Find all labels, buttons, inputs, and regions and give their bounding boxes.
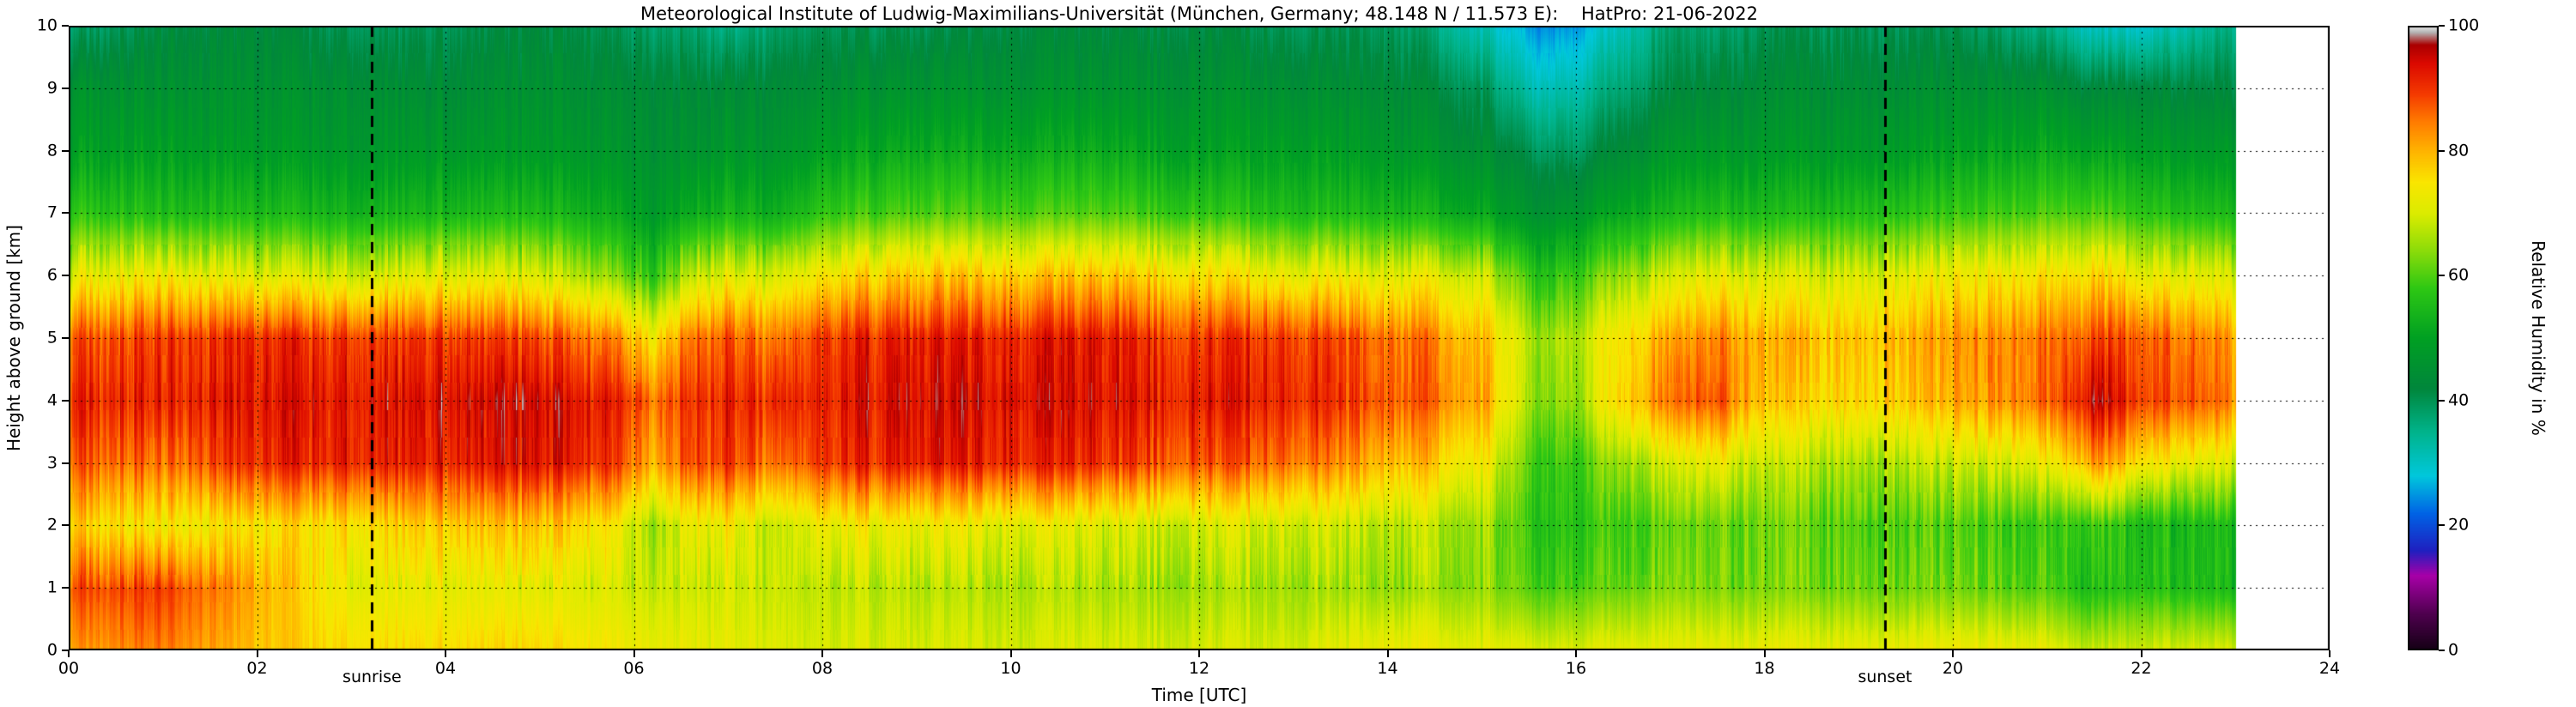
x-tick-label: 10 (1000, 659, 1021, 678)
y-tick-label: 5 (46, 328, 58, 347)
x-tick-mark (633, 650, 635, 657)
y-tick-label: 8 (46, 141, 58, 160)
x-tick-mark (1952, 650, 1954, 657)
colorbar-tick-mark (2439, 149, 2445, 152)
x-tick-label: 02 (246, 659, 268, 678)
x-tick-label: 14 (1377, 659, 1398, 678)
y-tick-mark (62, 212, 69, 215)
y-tick-mark (62, 650, 69, 651)
x-tick-mark (2140, 650, 2143, 657)
x-tick-mark (821, 650, 823, 657)
colorbar-tick-mark (2439, 399, 2445, 402)
y-axis-label: Height above ground [km] (3, 225, 24, 451)
y-tick-label: 2 (46, 515, 58, 535)
x-tick-mark (256, 650, 258, 657)
x-tick-mark (1009, 650, 1012, 657)
colorbar-tick-label: 20 (2448, 515, 2470, 535)
x-tick-label: 24 (2318, 659, 2341, 678)
y-tick-label: 1 (46, 577, 58, 597)
y-tick-mark (62, 399, 69, 402)
x-tick-mark (1386, 650, 1389, 657)
y-tick-label: 7 (46, 202, 58, 222)
y-tick-label: 0 (46, 640, 58, 660)
colorbar-tick-mark (2439, 25, 2445, 27)
colorbar-tick-mark (2439, 275, 2445, 277)
y-tick-mark (62, 87, 69, 89)
y-tick-mark (62, 337, 69, 339)
y-tick-mark (62, 275, 69, 277)
sunrise-label: sunrise (342, 668, 402, 686)
humidity-heatmap-canvas (69, 26, 2330, 650)
colorbar-tick-label: 60 (2448, 265, 2470, 285)
x-tick-mark (1575, 650, 1577, 657)
x-tick-label: 16 (1565, 659, 1587, 678)
x-axis-label: Time [UTC] (1151, 685, 1247, 705)
y-tick-label: 6 (46, 265, 58, 285)
x-tick-label: 18 (1754, 659, 1775, 678)
y-tick-label: 4 (46, 390, 58, 410)
y-tick-mark (62, 149, 69, 152)
x-tick-mark (1198, 650, 1200, 657)
x-tick-label: 12 (1188, 659, 1210, 678)
x-tick-mark (445, 650, 446, 657)
x-tick-label: 06 (623, 659, 645, 678)
colorbar-tick-mark (2439, 650, 2445, 651)
x-tick-mark (68, 650, 70, 657)
colorbar-tick-label: 40 (2448, 390, 2470, 410)
x-tick-label: 08 (811, 659, 833, 678)
colorbar-tick-label: 80 (2448, 141, 2470, 160)
x-tick-label: 00 (58, 659, 80, 678)
colorbar-canvas (2408, 26, 2439, 650)
x-tick-label: 20 (1942, 659, 1964, 678)
y-tick-mark (62, 587, 69, 589)
sunset-label: sunset (1858, 668, 1912, 686)
chart-title: Meteorological Institute of Ludwig-Maxim… (639, 3, 1759, 24)
x-tick-label: 22 (2131, 659, 2152, 678)
colorbar-tick-label: 100 (2448, 15, 2480, 35)
x-tick-mark (2329, 650, 2331, 657)
y-tick-mark (62, 462, 69, 464)
y-tick-label: 3 (46, 453, 58, 473)
colorbar-tick-label: 0 (2448, 640, 2459, 660)
y-tick-label: 10 (36, 15, 58, 35)
y-tick-mark (62, 25, 69, 27)
colorbar-label: Relative Humidity in % (2528, 240, 2549, 436)
colorbar-tick-mark (2439, 524, 2445, 527)
x-tick-label: 04 (434, 659, 457, 678)
y-tick-mark (62, 524, 69, 527)
x-tick-mark (1763, 650, 1766, 657)
y-tick-label: 9 (46, 78, 58, 98)
